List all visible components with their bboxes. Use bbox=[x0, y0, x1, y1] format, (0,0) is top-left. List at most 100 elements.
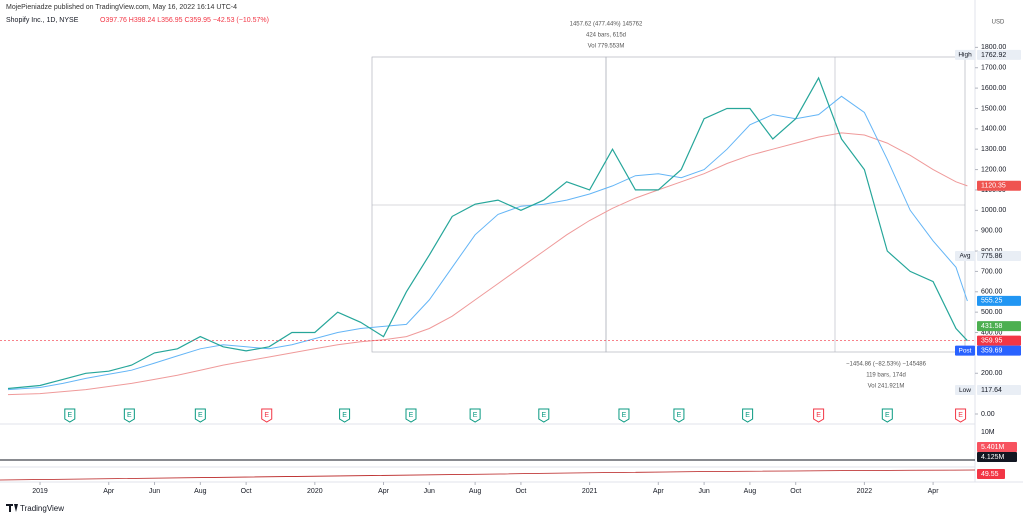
price-tag: High bbox=[958, 52, 972, 59]
x-tick-label: Jun bbox=[424, 488, 435, 495]
price-tag-box bbox=[955, 385, 975, 396]
earnings-label: E bbox=[342, 412, 347, 419]
earnings-marker bbox=[64, 408, 76, 423]
x-tick-label: Apr bbox=[653, 488, 665, 495]
ohlc: O397.76 H398.24 L356.95 C359.95 −42.53 (… bbox=[100, 17, 269, 24]
price-label: 775.86 bbox=[981, 253, 1003, 260]
earnings-label: E bbox=[473, 412, 478, 419]
y-tick-label: 900.00 bbox=[981, 228, 1003, 235]
x-tick-label: 2020 bbox=[307, 488, 323, 495]
volume-badge: 5.401M bbox=[981, 444, 1005, 451]
price-label: 431.58 bbox=[981, 323, 1003, 330]
earnings-label: E bbox=[541, 412, 546, 419]
earnings-marker bbox=[813, 408, 825, 423]
y-tick-label: 700.00 bbox=[981, 268, 1003, 275]
measure-text: 119 bars, 174d bbox=[866, 373, 906, 379]
symbol: Shopify Inc., 1D, NYSE bbox=[6, 17, 79, 24]
price-label-box bbox=[977, 385, 1021, 396]
earnings-label: E bbox=[198, 412, 203, 419]
price-label-box bbox=[977, 295, 1021, 306]
x-tick-label: Apr bbox=[928, 488, 940, 495]
earnings-marker bbox=[538, 408, 550, 423]
header: MojePieniadze published on TradingView.c… bbox=[6, 4, 237, 11]
x-tick-label: Oct bbox=[241, 488, 252, 495]
x-tick-label: Jun bbox=[698, 488, 709, 495]
price-label: 117.64 bbox=[981, 387, 1002, 394]
x-tick-label: 2019 bbox=[32, 488, 48, 495]
earnings-marker bbox=[405, 408, 417, 423]
earnings-label: E bbox=[885, 412, 890, 419]
measure-text: −1454.86 (−82.53%) −145486 bbox=[846, 362, 927, 368]
y-tick-label: 200.00 bbox=[981, 370, 1003, 377]
y-tick-label: 1000.00 bbox=[981, 207, 1006, 214]
footer-text: TradingView bbox=[20, 504, 64, 513]
x-tick-label: Aug bbox=[744, 488, 757, 495]
x-tick-label: Oct bbox=[790, 488, 801, 495]
measure-text: Vol 779.553M bbox=[588, 44, 625, 50]
price-label-box bbox=[977, 49, 1021, 60]
currency: USD bbox=[992, 20, 1005, 26]
price-label-box bbox=[977, 250, 1021, 261]
earnings-label: E bbox=[958, 412, 963, 419]
price-tag: Low bbox=[959, 387, 971, 394]
y-tick-label: 1300.00 bbox=[981, 146, 1006, 153]
price-label-box bbox=[977, 335, 1021, 346]
y-tick-label: 0.00 bbox=[981, 411, 995, 418]
volume-badge-box bbox=[977, 442, 1017, 452]
indicator-line bbox=[0, 469, 976, 481]
price-label-box bbox=[977, 345, 1021, 356]
y-tick-label: 600.00 bbox=[981, 289, 1003, 296]
price-label: 359.69 bbox=[981, 348, 1003, 355]
earnings-marker bbox=[742, 408, 754, 423]
measure-text: 1457.62 (477.44%) 145762 bbox=[570, 22, 643, 28]
x-tick-label: 2021 bbox=[582, 488, 598, 495]
measure-text: 424 bars, 615d bbox=[586, 33, 626, 39]
volume-badge: 4.125M bbox=[981, 454, 1005, 461]
x-tick-label: Apr bbox=[378, 488, 390, 495]
earnings-marker bbox=[469, 408, 481, 423]
measure-text: Vol 241.921M bbox=[868, 384, 905, 390]
earnings-marker bbox=[261, 408, 273, 423]
y-tick-label: 1600.00 bbox=[981, 85, 1006, 92]
earnings-label: E bbox=[745, 412, 750, 419]
price-tag-box bbox=[955, 250, 975, 261]
price-label: 555.25 bbox=[981, 298, 1003, 305]
earnings-label: E bbox=[264, 412, 269, 419]
earnings-marker bbox=[618, 408, 630, 423]
earnings-marker bbox=[673, 408, 685, 423]
price-tag: Avg bbox=[959, 253, 970, 260]
price-label: 359.95 bbox=[981, 338, 1003, 345]
y-tick-label: 1400.00 bbox=[981, 126, 1006, 133]
price-tag-box bbox=[955, 345, 975, 356]
price-line bbox=[7, 76, 968, 390]
x-tick-label: Aug bbox=[469, 488, 482, 495]
earnings-label: E bbox=[622, 412, 627, 419]
price-line bbox=[7, 95, 968, 391]
y-tick-label: 1200.00 bbox=[981, 166, 1006, 173]
volume-scale: 10M bbox=[981, 429, 995, 436]
y-tick-label: 500.00 bbox=[981, 309, 1003, 316]
earnings-marker bbox=[881, 408, 893, 423]
x-tick-label: Apr bbox=[103, 488, 115, 495]
price-tag: Post bbox=[958, 347, 971, 354]
indicator-badge-box bbox=[977, 469, 1005, 479]
price-line bbox=[7, 132, 968, 396]
earnings-marker bbox=[194, 408, 206, 423]
price-tag-box bbox=[955, 49, 975, 60]
y-tick-label: 1800.00 bbox=[981, 44, 1006, 51]
price-label: 1120.35 bbox=[981, 183, 1006, 190]
earnings-label: E bbox=[816, 412, 821, 419]
measure-box bbox=[605, 56, 966, 353]
earnings-label: E bbox=[409, 412, 414, 419]
footer: TradingView bbox=[6, 504, 64, 513]
y-tick-label: 1700.00 bbox=[981, 65, 1006, 72]
x-tick-label: Aug bbox=[194, 488, 207, 495]
earnings-label: E bbox=[127, 412, 132, 419]
x-tick-label: 2022 bbox=[857, 488, 873, 495]
price-label: 1762.92 bbox=[981, 52, 1006, 59]
x-tick-label: Jun bbox=[149, 488, 160, 495]
x-tick-label: Oct bbox=[515, 488, 526, 495]
y-tick-label: 400.00 bbox=[981, 329, 1003, 336]
earnings-label: E bbox=[67, 412, 72, 419]
